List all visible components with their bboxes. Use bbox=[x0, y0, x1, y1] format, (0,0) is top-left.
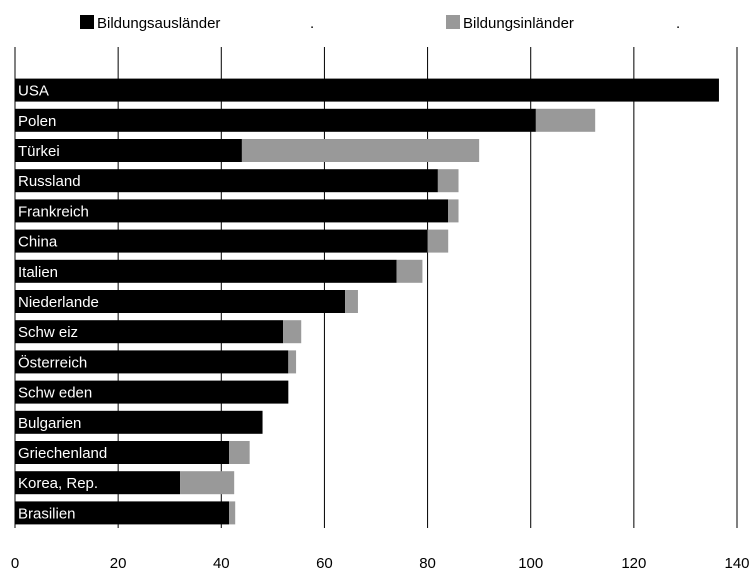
category-label-13: Griechenland bbox=[18, 445, 107, 462]
category-labels: USA Polen Türkei Russland Frankreich China Ita… bbox=[18, 83, 107, 523]
category-label-7: Italien bbox=[18, 264, 58, 281]
category-label-8: Niederlande bbox=[18, 294, 99, 311]
bar-2-4 bbox=[437, 169, 459, 193]
bar-1-15 bbox=[15, 501, 230, 525]
tick-label-60: 60 bbox=[316, 555, 333, 572]
bar-1-5 bbox=[15, 199, 449, 223]
x-axis-ticks: 0 20 40 60 80 100 120 140 bbox=[11, 555, 750, 572]
tick-label-40: 40 bbox=[213, 555, 230, 572]
tick-label-0: 0 bbox=[11, 555, 19, 572]
tick-label-140: 140 bbox=[724, 555, 749, 572]
category-label-3: Türkei bbox=[18, 143, 60, 160]
tick-label-20: 20 bbox=[110, 555, 127, 572]
legend-label-1: Bildungsausländer bbox=[97, 15, 220, 32]
bar-1-12 bbox=[15, 410, 263, 434]
tick-label-80: 80 bbox=[419, 555, 436, 572]
legend-swatch-1 bbox=[80, 15, 94, 29]
category-label-11: Schw eden bbox=[18, 385, 92, 402]
bar-1-9 bbox=[15, 320, 284, 344]
bar-2-10 bbox=[288, 350, 297, 374]
tick-label-100: 100 bbox=[518, 555, 543, 572]
bar-1-7 bbox=[15, 259, 397, 283]
bar-2-7 bbox=[396, 259, 423, 283]
bar-2-9 bbox=[283, 320, 302, 344]
bar-1-14 bbox=[15, 471, 181, 495]
legend-dot-1: . bbox=[310, 15, 314, 32]
category-label-1: USA bbox=[18, 83, 49, 100]
category-label-15: Brasilien bbox=[18, 505, 76, 522]
legend-label-2: Bildungsinländer bbox=[463, 15, 574, 32]
bar-2-2 bbox=[535, 108, 596, 132]
bar-2-5 bbox=[448, 199, 459, 223]
bar-1-2 bbox=[15, 108, 536, 132]
category-label-14: Korea, Rep. bbox=[18, 475, 98, 492]
legend: Bildungsausländer. Bildungsinländer. bbox=[80, 15, 680, 32]
legend-dot-2: . bbox=[676, 15, 680, 32]
bar-1-8 bbox=[15, 290, 346, 313]
bar-1-4 bbox=[15, 169, 438, 193]
category-label-4: Russland bbox=[18, 173, 81, 190]
bar-1-1 bbox=[15, 78, 719, 102]
category-label-10: Österreich bbox=[18, 353, 87, 371]
bar-1-6 bbox=[15, 229, 428, 253]
bar-2-6 bbox=[427, 229, 449, 253]
category-label-5: Frankreich bbox=[18, 203, 89, 220]
category-label-9: Schw eiz bbox=[18, 324, 78, 341]
bar-1-11 bbox=[15, 380, 289, 404]
bar-1-10 bbox=[15, 350, 289, 374]
tick-label-120: 120 bbox=[621, 555, 646, 572]
category-label-2: Polen bbox=[18, 113, 56, 130]
bar-2-14 bbox=[180, 471, 235, 495]
bar-2-3 bbox=[241, 139, 480, 162]
bar-2-13 bbox=[229, 441, 250, 464]
bar-1-3 bbox=[15, 139, 242, 162]
bar-2-15 bbox=[229, 501, 236, 525]
bar-2-8 bbox=[345, 290, 358, 313]
bars bbox=[15, 78, 719, 525]
legend-swatch-2 bbox=[446, 15, 460, 29]
bar-1-13 bbox=[15, 441, 230, 464]
category-label-12: Bulgarien bbox=[18, 415, 81, 432]
category-label-6: China bbox=[18, 234, 58, 251]
